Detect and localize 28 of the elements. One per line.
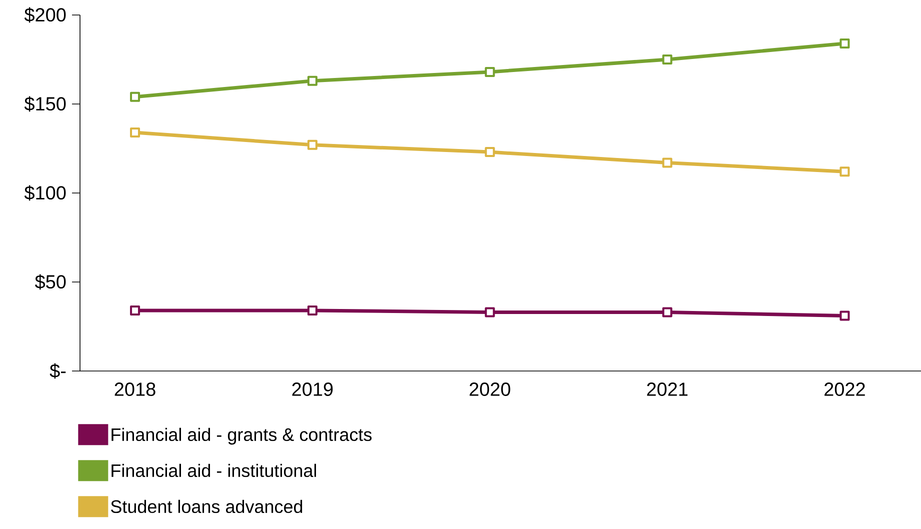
point	[307, 140, 318, 150]
point	[840, 166, 850, 177]
point	[130, 92, 140, 102]
point	[484, 147, 495, 158]
point	[307, 305, 318, 316]
point	[662, 158, 672, 168]
point	[662, 54, 672, 64]
point	[484, 307, 495, 318]
legend-label: Financial aid - institutional	[112, 464, 316, 478]
y-tick-label: $50	[34, 274, 66, 290]
point	[840, 38, 850, 48]
legend-label: Financial aid - grants & contracts	[112, 428, 372, 445]
x-tick-label: 2021	[647, 382, 688, 396]
point	[307, 76, 318, 86]
point	[130, 127, 140, 138]
y-tick-label: $100	[24, 185, 66, 201]
y-tick-label: $200	[24, 7, 66, 23]
y-tick-label: $150	[24, 96, 66, 112]
x-tick-label: 2020	[470, 382, 510, 396]
x-tick-label: 2019	[292, 382, 333, 396]
y-tick-label: $-	[50, 363, 66, 379]
point	[662, 307, 672, 318]
point	[484, 66, 495, 77]
point	[130, 305, 140, 316]
legend-label: Student loans advanced	[110, 500, 302, 514]
point	[840, 310, 850, 321]
x-tick-label: 2022	[824, 382, 865, 396]
x-tick-label: 2018	[114, 382, 156, 396]
